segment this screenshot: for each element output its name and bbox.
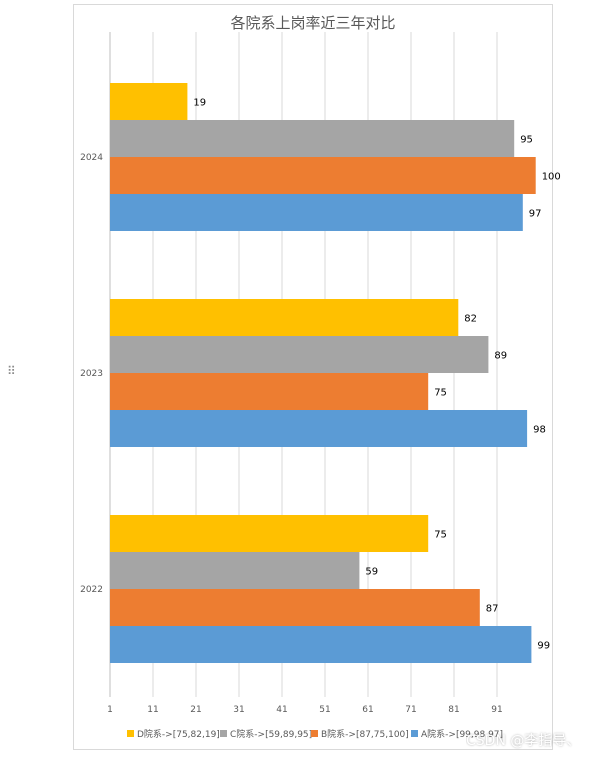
drag-handle-icon[interactable]: ⠿ — [7, 364, 17, 378]
legend-label: A院系->[99,98,97] — [421, 728, 503, 740]
bar — [110, 589, 480, 626]
legend-label: C院系->[59,89,95] — [230, 728, 312, 740]
legend-swatch — [311, 730, 318, 737]
watermark: CSDN @李指导、 — [466, 733, 581, 749]
bar — [110, 194, 523, 231]
bar — [110, 83, 188, 120]
data-label: 75 — [434, 388, 447, 399]
x-tick-label: 1 — [107, 705, 113, 715]
data-label: 97 — [529, 209, 542, 220]
bar — [110, 552, 360, 589]
x-tick-label: 61 — [362, 705, 373, 715]
data-label: 89 — [494, 351, 507, 362]
bar — [110, 515, 429, 552]
bar — [110, 120, 515, 157]
data-label: 98 — [533, 425, 546, 436]
y-category-label: 2022 — [80, 585, 103, 595]
legend-swatch — [411, 730, 418, 737]
y-category-label: 2024 — [80, 153, 103, 163]
bar — [110, 373, 429, 410]
legend-swatch — [220, 730, 227, 737]
data-label: 19 — [193, 98, 206, 109]
x-tick-label: 41 — [276, 705, 287, 715]
x-tick-label: 11 — [147, 705, 158, 715]
bar — [110, 157, 536, 194]
data-label: 99 — [537, 641, 550, 652]
x-tick-label: 31 — [233, 705, 244, 715]
data-label: 95 — [520, 135, 533, 146]
chart-title: 各院系上岗率近三年对比 — [230, 14, 396, 32]
data-label: 75 — [434, 530, 447, 541]
data-label: 59 — [365, 567, 378, 578]
bar — [110, 299, 459, 336]
x-tick-label: 51 — [319, 705, 330, 715]
legend-label: B院系->[87,75,100] — [321, 728, 409, 740]
x-tick-label: 81 — [448, 705, 459, 715]
data-label: 87 — [486, 604, 499, 615]
bar — [110, 410, 528, 447]
legend-swatch — [127, 730, 134, 737]
legend-label: D院系->[75,82,19] — [137, 728, 220, 740]
bar — [110, 336, 489, 373]
data-label: 82 — [464, 314, 477, 325]
x-tick-label: 21 — [190, 705, 201, 715]
y-category-label: 2023 — [80, 369, 103, 379]
x-tick-label: 91 — [491, 705, 502, 715]
x-tick-label: 71 — [405, 705, 416, 715]
bar — [110, 626, 532, 663]
data-label: 100 — [542, 172, 561, 183]
